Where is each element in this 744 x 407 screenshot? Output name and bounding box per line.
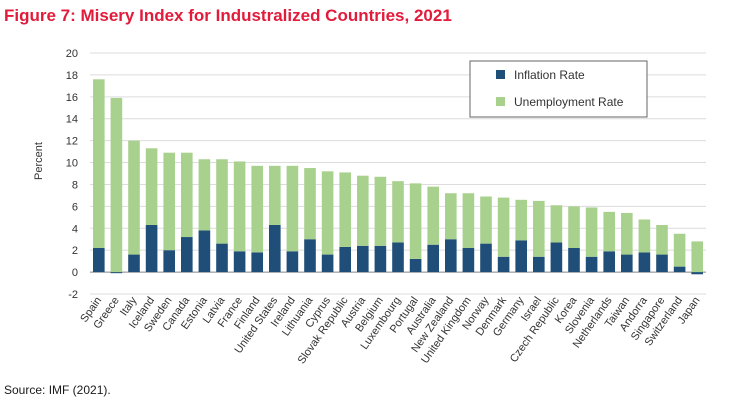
bar-unemployment — [251, 165, 264, 253]
bar-inflation — [497, 256, 510, 273]
bar-inflation — [321, 254, 334, 273]
bar-unemployment — [620, 212, 633, 255]
bar-inflation — [515, 240, 528, 273]
bar-inflation — [339, 246, 352, 273]
bar-inflation — [480, 243, 492, 273]
bar-inflation — [550, 242, 563, 273]
bar-inflation — [462, 247, 475, 273]
bars — [92, 79, 704, 275]
y-tick-label: 18 — [66, 70, 78, 82]
bar-inflation — [128, 254, 140, 273]
bar-unemployment — [497, 197, 510, 257]
y-tick-label: -2 — [68, 289, 78, 301]
y-tick-label: 20 — [66, 48, 78, 60]
bar-unemployment — [216, 159, 228, 244]
y-tick-label: 4 — [72, 223, 78, 235]
bar-unemployment — [304, 168, 316, 240]
bar-inflation — [163, 250, 176, 273]
legend: Inflation Rate Unemployment Rate — [469, 60, 648, 118]
bar-unemployment — [339, 172, 352, 247]
bar-unemployment — [268, 165, 281, 225]
bar-inflation — [392, 242, 404, 273]
bar-inflation — [216, 243, 228, 273]
bar-inflation — [638, 252, 651, 273]
bar-inflation — [444, 239, 457, 273]
bar-inflation — [427, 244, 440, 273]
bar-unemployment — [638, 219, 651, 253]
bar-inflation — [656, 254, 668, 273]
bar-unemployment — [180, 152, 193, 238]
y-tick-label: 2 — [72, 245, 78, 257]
bar-unemployment — [532, 200, 545, 257]
bar-unemployment — [427, 186, 440, 245]
bar-inflation — [233, 251, 246, 273]
y-tick-label: 12 — [66, 136, 78, 148]
bar-unemployment — [656, 224, 668, 255]
bar-inflation — [603, 251, 616, 273]
bar-unemployment — [374, 176, 387, 246]
bar-unemployment — [286, 165, 299, 252]
y-axis-title: Percent — [33, 142, 45, 180]
bar-inflation — [374, 245, 387, 273]
legend-swatch-inflation — [496, 70, 505, 79]
bar-inflation — [620, 254, 633, 273]
bar-inflation — [304, 239, 316, 273]
bar-unemployment — [110, 97, 123, 273]
bar-inflation — [356, 245, 369, 273]
bar-unemployment — [550, 205, 563, 243]
bar-unemployment — [515, 199, 528, 241]
bar-unemployment — [568, 206, 580, 248]
bar-unemployment — [128, 140, 140, 255]
bar-unemployment — [163, 152, 176, 251]
bar-unemployment — [444, 193, 457, 240]
legend-label-unemployment: Unemployment Rate — [514, 95, 624, 109]
bar-unemployment — [233, 161, 246, 252]
y-tick-label: 16 — [66, 92, 78, 104]
bar-unemployment — [480, 196, 492, 244]
bar-inflation — [198, 230, 211, 273]
y-tick-label: 0 — [72, 267, 78, 279]
bar-inflation — [180, 237, 193, 273]
source-note: Source: IMF (2021). — [4, 383, 111, 397]
bar-unemployment — [356, 175, 369, 246]
bar-inflation — [585, 256, 598, 273]
bar-unemployment — [462, 193, 475, 248]
bar-unemployment — [673, 233, 686, 267]
bar-inflation — [92, 247, 105, 273]
y-tick-label: 10 — [66, 158, 78, 170]
bar-inflation — [145, 224, 158, 273]
bar-inflation — [251, 252, 264, 273]
legend-swatch-unemployment — [496, 97, 505, 106]
bar-inflation — [268, 224, 281, 273]
bar-inflation — [286, 251, 299, 273]
y-tick-label: 6 — [72, 201, 78, 213]
bar-unemployment — [585, 207, 598, 257]
x-axis-labels: SpainGreeceItalyIcelandSwedenCanadaEston… — [78, 294, 702, 366]
bar-unemployment — [145, 148, 158, 225]
bar-unemployment — [198, 159, 211, 231]
bar-inflation — [110, 272, 123, 274]
bar-unemployment — [321, 171, 334, 255]
bar-inflation — [532, 256, 545, 273]
bar-inflation — [409, 258, 422, 273]
y-tick-label: 8 — [72, 179, 78, 191]
bar-inflation — [691, 272, 704, 275]
bar-unemployment — [392, 181, 404, 243]
bar-inflation — [568, 247, 580, 273]
bar-inflation — [673, 266, 686, 273]
bar-unemployment — [603, 211, 616, 252]
bar-unemployment — [92, 79, 105, 248]
y-tick-label: 14 — [66, 114, 78, 126]
figure-title: Figure 7: Misery Index for Industralized… — [4, 6, 452, 25]
bar-unemployment — [409, 183, 422, 259]
legend-label-inflation: Inflation Rate — [514, 68, 585, 82]
bar-unemployment — [691, 241, 704, 273]
